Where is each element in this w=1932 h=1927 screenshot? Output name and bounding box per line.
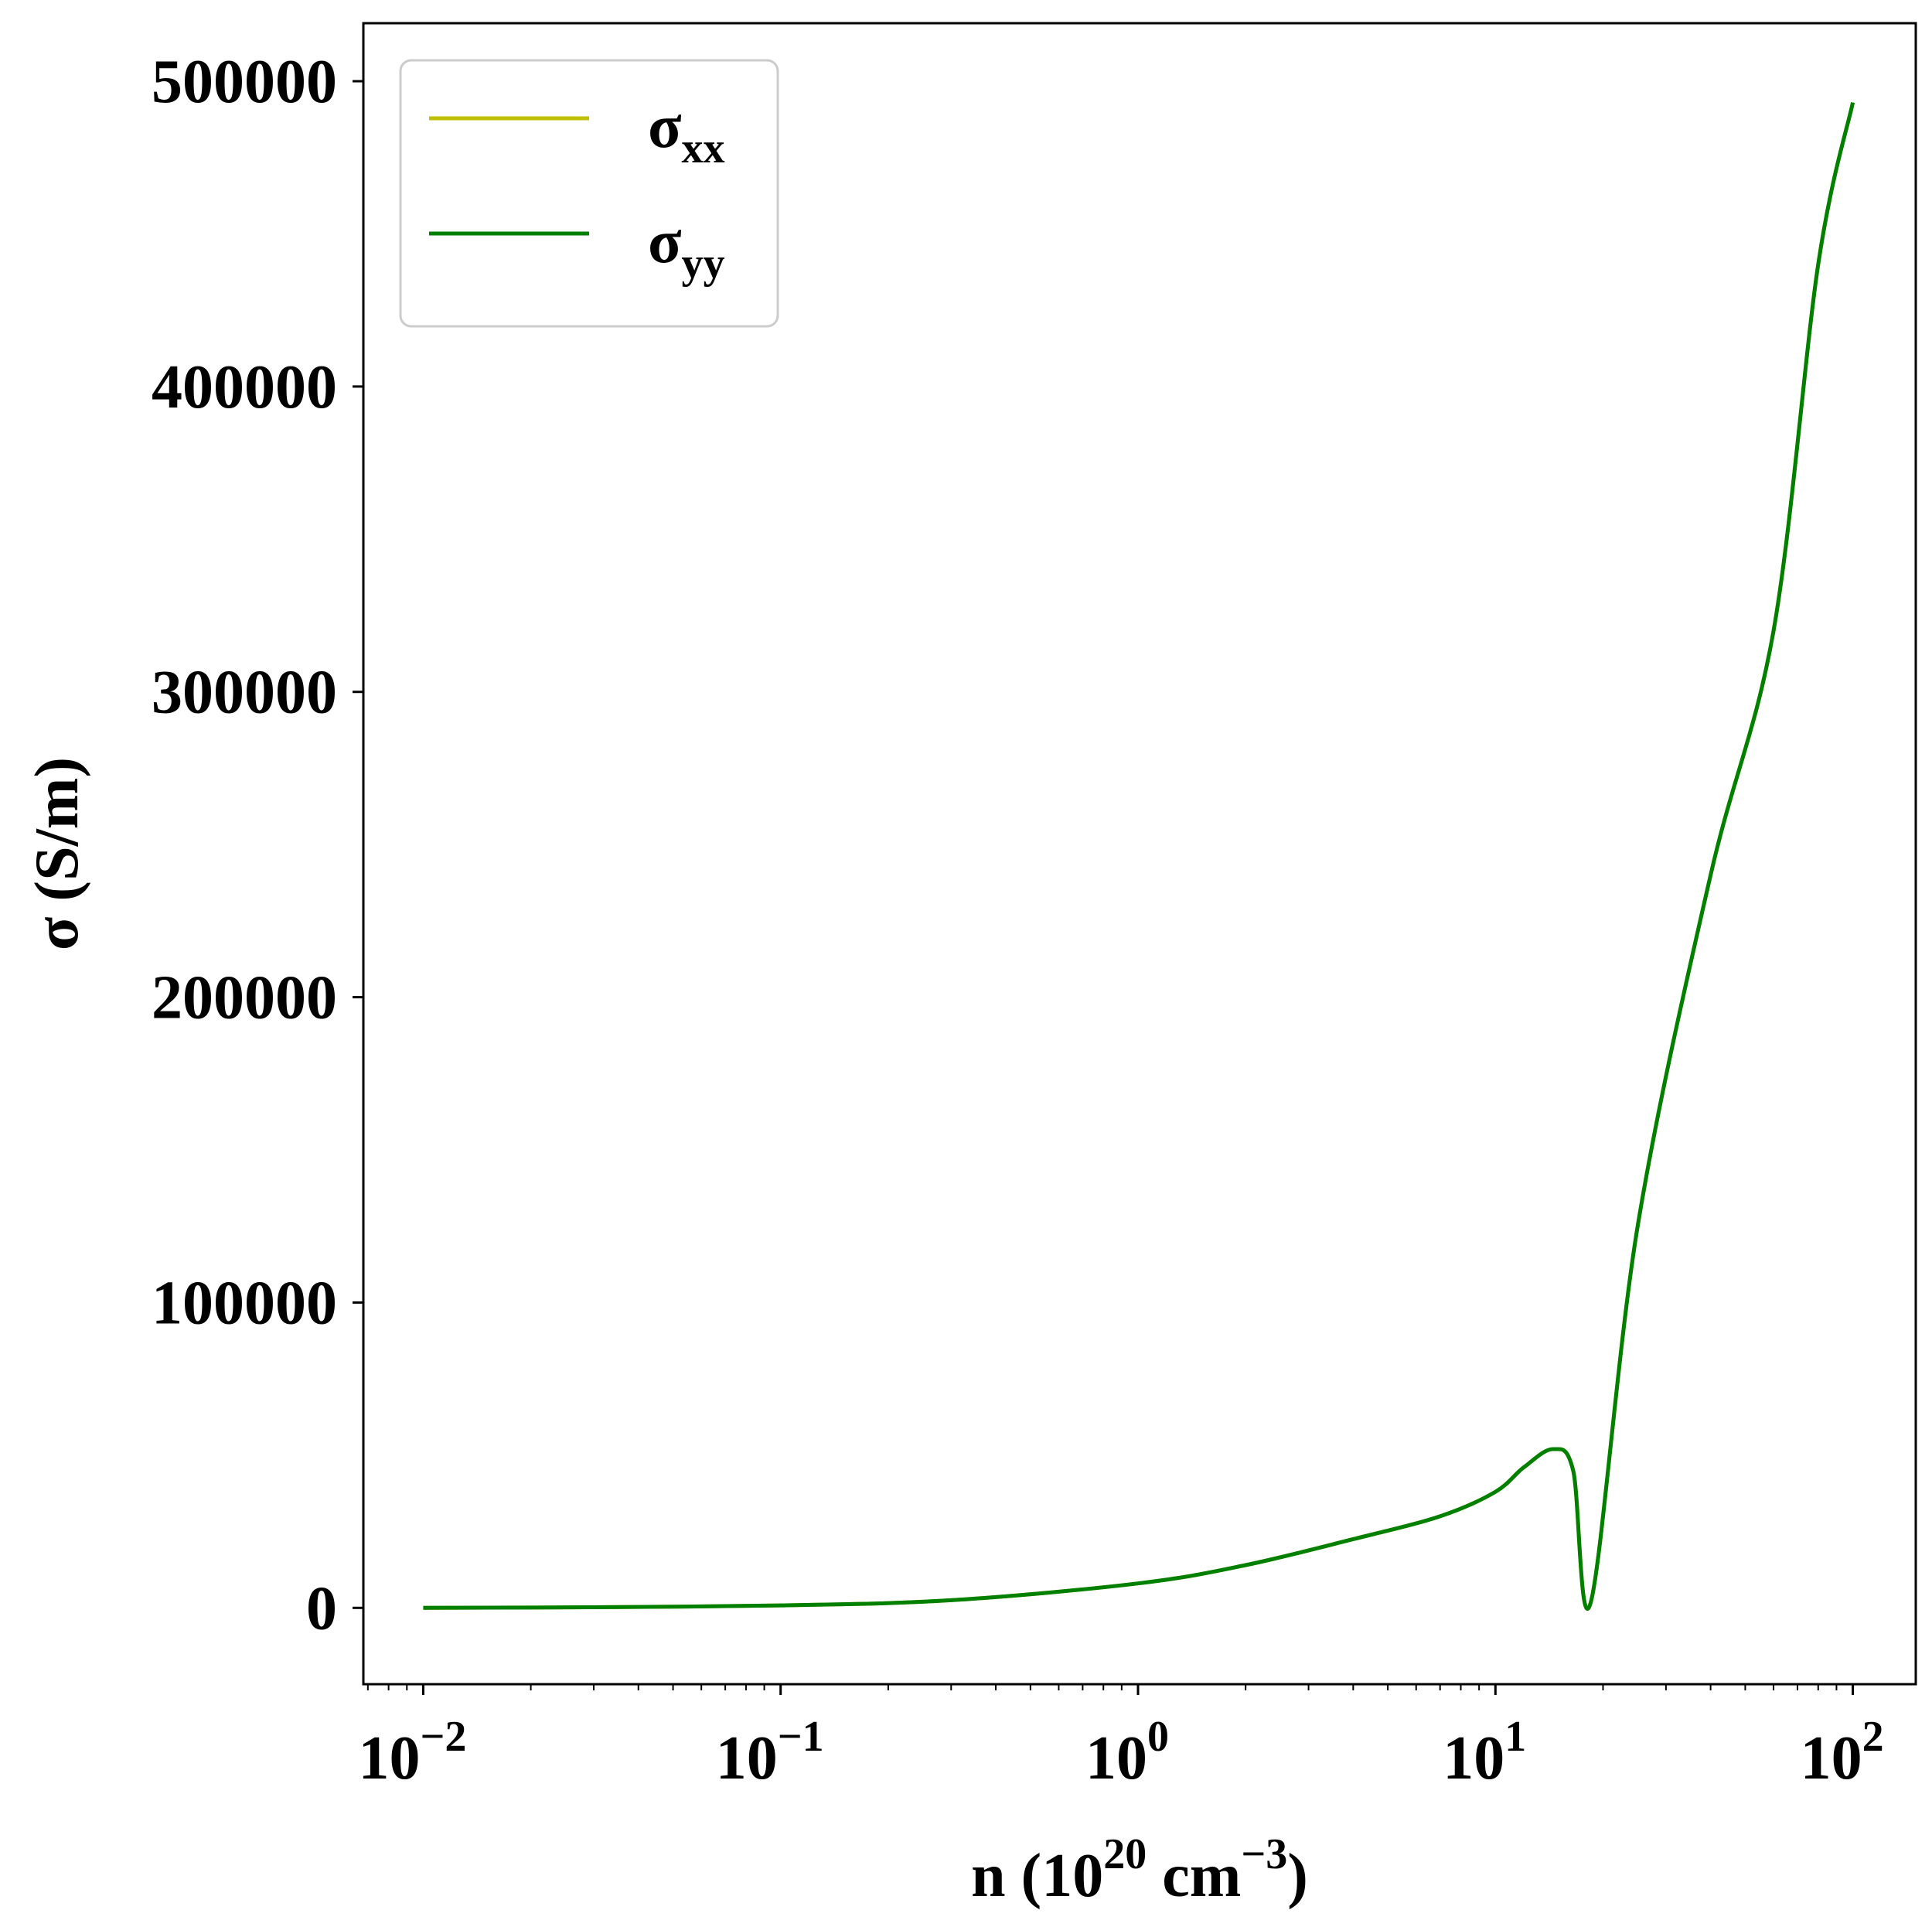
x-axis-label: n (1020 cm−3) — [971, 1830, 1308, 1910]
x-tick-label-exponent: −1 — [778, 1713, 824, 1761]
y-axis-label: σ (S/m) — [23, 757, 91, 950]
x-axis-ticks: 10−2 10−1 100 101 102 — [358, 1684, 1884, 1792]
legend-label-sigma-xx: σxx — [648, 93, 725, 172]
x-tick-label-base: 10 — [1801, 1724, 1862, 1792]
x-axis-label-exp2: −3 — [1241, 1830, 1287, 1878]
y-axis-ticks: 0 100000 200000 300000 400000 500000 — [152, 48, 363, 1642]
series-line-sigma-xx — [423, 102, 1855, 1612]
x-tick-label-base: 10 — [1085, 1724, 1147, 1792]
x-axis-label-exp1: 20 — [1103, 1830, 1147, 1878]
legend-label-sigma-yy: σyy — [648, 208, 725, 288]
x-tick-label: 10−2 — [358, 1713, 466, 1792]
x-tick-label-base: 10 — [716, 1724, 778, 1792]
y-tick-label: 300000 — [152, 659, 337, 727]
legend-label-sigma-xx-subscript: xx — [682, 124, 725, 172]
legend-box — [399, 59, 779, 328]
x-tick-label-exponent: 2 — [1862, 1713, 1884, 1761]
legend-label-sigma-xx-symbol: σ — [648, 93, 682, 161]
x-tick-label: 102 — [1801, 1713, 1884, 1792]
x-tick-label: 101 — [1443, 1713, 1526, 1792]
series-line-sigma-yy — [423, 102, 1855, 1612]
x-tick-label-exponent: 0 — [1147, 1713, 1169, 1761]
y-tick-label: 400000 — [152, 353, 337, 421]
y-tick-label: 100000 — [152, 1269, 337, 1337]
x-tick-label-exponent: −2 — [420, 1713, 466, 1761]
axes-frame — [362, 22, 1917, 1686]
legend-label-sigma-yy-symbol: σ — [648, 208, 682, 276]
y-tick-label: 500000 — [152, 48, 337, 116]
x-tick-label: 100 — [1085, 1713, 1169, 1792]
y-tick-label: 0 — [306, 1574, 337, 1642]
y-tick-label: 200000 — [152, 964, 337, 1032]
legend-label-sigma-yy-subscript: yy — [682, 240, 725, 288]
x-axis-label-main: n (10 — [971, 1842, 1103, 1910]
series-layer — [423, 102, 1855, 1612]
x-axis-label-close: ) — [1287, 1842, 1308, 1910]
x-tick-label: 10−1 — [716, 1713, 824, 1792]
x-tick-label-base: 10 — [358, 1724, 420, 1792]
x-axis-label-unit: cm — [1147, 1842, 1241, 1910]
x-tick-label-base: 10 — [1443, 1724, 1504, 1792]
legend: σxx σyy — [399, 59, 779, 328]
x-tick-label-exponent: 1 — [1504, 1713, 1526, 1761]
